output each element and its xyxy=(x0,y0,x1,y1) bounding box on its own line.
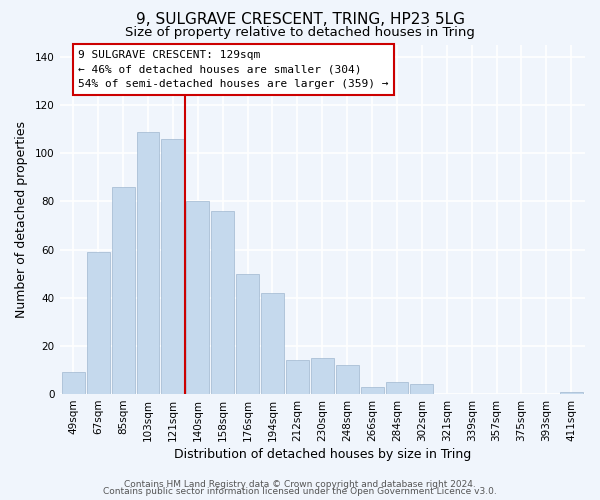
Bar xyxy=(560,392,583,394)
Bar xyxy=(261,293,284,394)
Text: Contains HM Land Registry data © Crown copyright and database right 2024.: Contains HM Land Registry data © Crown c… xyxy=(124,480,476,489)
X-axis label: Distribution of detached houses by size in Tring: Distribution of detached houses by size … xyxy=(173,448,471,461)
Y-axis label: Number of detached properties: Number of detached properties xyxy=(15,121,28,318)
Bar xyxy=(211,211,234,394)
Bar xyxy=(236,274,259,394)
Bar xyxy=(286,360,309,394)
Bar xyxy=(62,372,85,394)
Text: Contains public sector information licensed under the Open Government Licence v3: Contains public sector information licen… xyxy=(103,487,497,496)
Bar xyxy=(112,187,134,394)
Bar xyxy=(386,382,409,394)
Text: 9 SULGRAVE CRESCENT: 129sqm
← 46% of detached houses are smaller (304)
54% of se: 9 SULGRAVE CRESCENT: 129sqm ← 46% of det… xyxy=(78,50,389,90)
Bar xyxy=(410,384,433,394)
Text: Size of property relative to detached houses in Tring: Size of property relative to detached ho… xyxy=(125,26,475,39)
Bar xyxy=(187,202,209,394)
Bar xyxy=(161,139,184,394)
Bar xyxy=(311,358,334,394)
Bar xyxy=(336,365,359,394)
Text: 9, SULGRAVE CRESCENT, TRING, HP23 5LG: 9, SULGRAVE CRESCENT, TRING, HP23 5LG xyxy=(136,12,464,28)
Bar xyxy=(361,387,383,394)
Bar xyxy=(86,252,110,394)
Bar xyxy=(137,132,160,394)
